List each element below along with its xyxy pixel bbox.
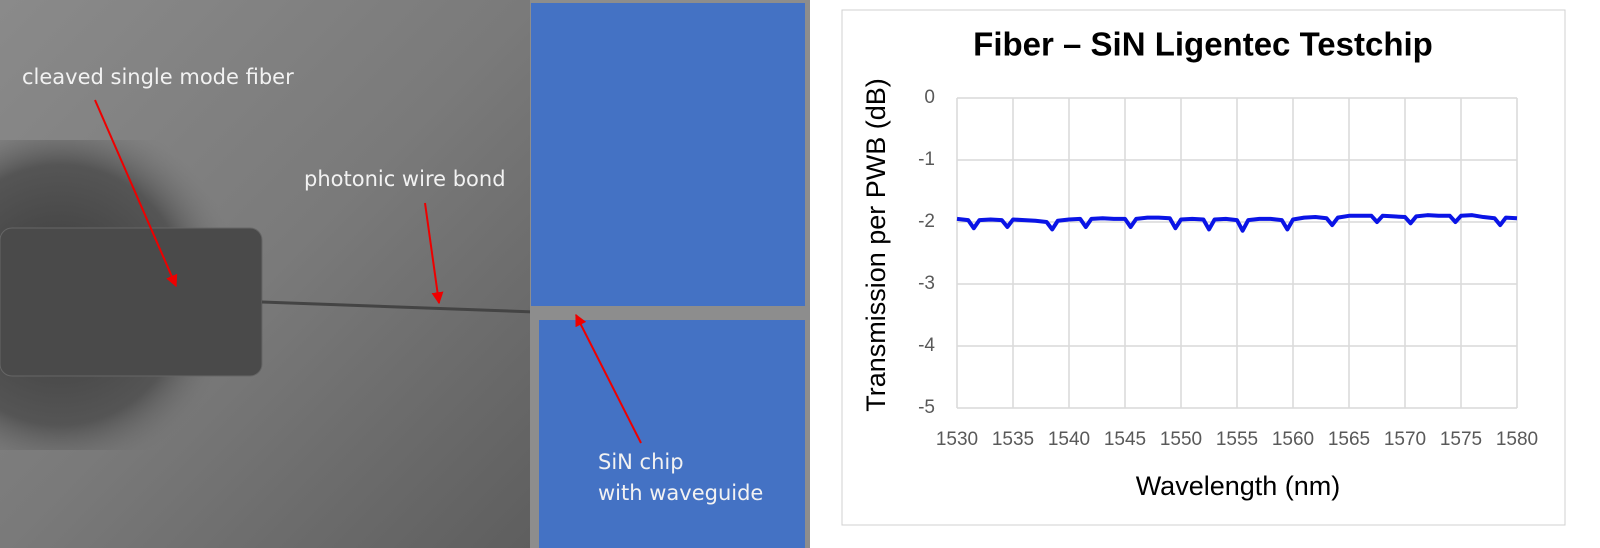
y-tick-label: -2: [918, 211, 935, 232]
x-tick-label: 1540: [1048, 429, 1090, 450]
fiber: [0, 227, 263, 377]
arrow: [575, 313, 642, 444]
annotation: cleaved single mode fiber: [22, 65, 294, 89]
arrow: [94, 99, 178, 288]
x-tick-label: 1570: [1384, 429, 1426, 450]
y-tick-label: -1: [918, 149, 935, 170]
chart-panel: [841, 9, 1566, 526]
x-tick-label: 1545: [1104, 429, 1146, 450]
y-tick-label: -5: [918, 397, 935, 418]
y-tick-label: -3: [918, 273, 935, 294]
x-tick-label: 1530: [936, 429, 978, 450]
annotation: SiN chip: [598, 450, 684, 474]
y-tick-label: -4: [918, 335, 935, 356]
wire-bond: [261, 300, 536, 314]
x-tick-label: 1550: [1160, 429, 1202, 450]
x-tick-label: 1575: [1440, 429, 1482, 450]
data-line: [956, 213, 1518, 233]
x-tick-label: 1565: [1328, 429, 1370, 450]
x-tick-label: 1555: [1216, 429, 1258, 450]
y-tick-label: 0: [924, 87, 935, 108]
x-tick-label: 1535: [992, 429, 1034, 450]
chip-block: [531, 3, 805, 306]
arrow: [424, 202, 444, 305]
annotation: photonic wire bond: [304, 167, 506, 191]
x-tick-label: 1580: [1496, 429, 1538, 450]
photo: cleaved single mode fiber photonic wire …: [0, 0, 810, 548]
y-axis-label: Transmission per PWB (dB): [861, 78, 891, 412]
annotation: with waveguide: [598, 481, 763, 505]
x-axis-label: Wavelength (nm): [1136, 471, 1341, 501]
x-tick-label: 1560: [1272, 429, 1314, 450]
chart-title: Fiber – SiN Ligentec Testchip: [973, 26, 1433, 63]
chip-block: [539, 320, 805, 548]
